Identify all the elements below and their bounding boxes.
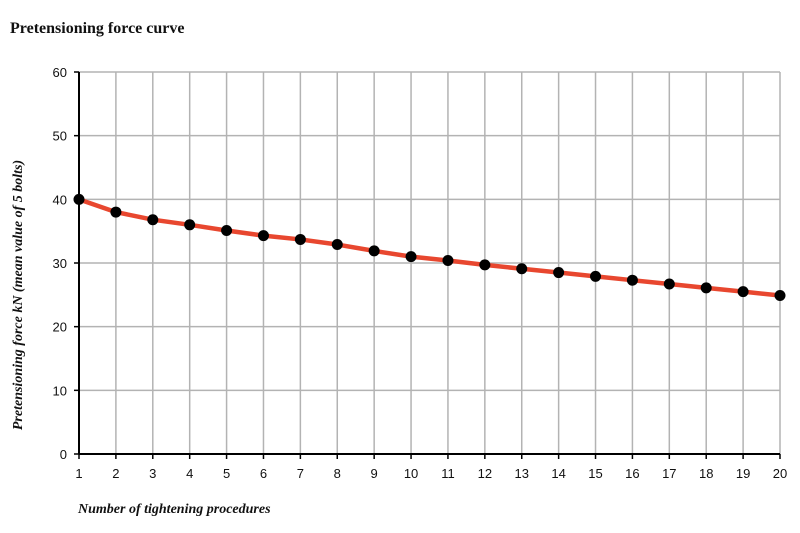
x-tick-label: 18	[699, 466, 713, 481]
chart-title: Pretensioning force curve	[10, 20, 185, 37]
x-tick-label: 20	[773, 466, 787, 481]
data-markers	[73, 193, 786, 301]
data-point	[331, 239, 343, 251]
data-point	[516, 263, 528, 275]
x-tick-label: 1	[75, 466, 82, 481]
data-point	[553, 267, 565, 279]
data-point	[405, 251, 417, 263]
x-tick-label: 17	[662, 466, 676, 481]
x-tick-label: 7	[297, 466, 304, 481]
data-point	[663, 278, 675, 290]
x-tick-label: 11	[441, 466, 455, 481]
data-point	[184, 219, 196, 231]
grid-lines	[79, 71, 781, 454]
y-tick-label: 20	[53, 320, 67, 335]
data-point	[221, 225, 233, 237]
data-point	[626, 274, 638, 286]
y-tick-label: 0	[60, 447, 67, 462]
x-tick-label: 13	[515, 466, 529, 481]
x-tick-label: 2	[112, 466, 119, 481]
x-tick-label: 19	[736, 466, 750, 481]
x-tick-label: 4	[186, 466, 193, 481]
x-tick-label: 16	[625, 466, 639, 481]
axes	[74, 71, 781, 459]
data-point	[700, 282, 712, 294]
data-point	[737, 286, 749, 298]
x-tick-label: 8	[334, 466, 341, 481]
y-tick-label: 30	[53, 256, 67, 271]
data-point	[368, 245, 380, 257]
x-tick-label: 14	[551, 466, 565, 481]
x-tick-label: 5	[223, 466, 230, 481]
x-tick-label: 15	[588, 466, 602, 481]
x-tick-label: 10	[404, 466, 418, 481]
data-point	[257, 230, 269, 242]
series-line	[76, 197, 783, 298]
x-tick-label: 9	[371, 466, 378, 481]
x-tick-label: 12	[478, 466, 492, 481]
y-tick-label: 50	[53, 129, 67, 144]
y-axis-title: Pretensioning force kN (mean value of 5 …	[11, 160, 26, 430]
series-line	[76, 197, 783, 298]
x-axis-title: Number of tightening procedures	[77, 502, 271, 517]
x-tick-label: 6	[260, 466, 267, 481]
x-tick-label: 3	[149, 466, 156, 481]
data-point	[479, 259, 491, 271]
data-point	[147, 214, 159, 226]
data-point	[73, 193, 85, 205]
data-point	[294, 233, 306, 245]
data-point	[442, 254, 454, 266]
data-point	[110, 206, 122, 218]
data-point	[774, 289, 786, 301]
y-tick-label: 60	[53, 65, 67, 80]
y-tick-label: 40	[53, 192, 67, 207]
data-point	[590, 270, 602, 282]
y-tick-label: 10	[53, 383, 67, 398]
